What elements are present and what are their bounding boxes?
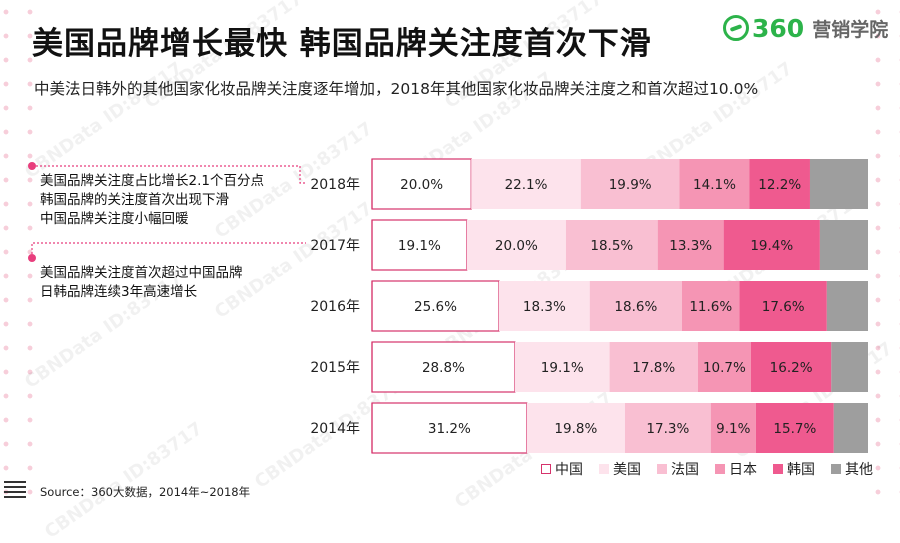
bar-segment-法国 xyxy=(565,220,658,270)
brand-logo: 360 营销学院 xyxy=(723,10,888,46)
legend-item-法国: 法国 xyxy=(657,459,699,479)
year-tick-label: 2018年 xyxy=(310,177,360,193)
logo-number: 360 xyxy=(752,13,805,43)
bar-segment-其他 xyxy=(826,281,868,331)
data-label: 17.8% xyxy=(632,360,675,376)
bar-segment-中国 xyxy=(371,341,516,393)
leader-line-2018 xyxy=(32,165,306,184)
year-tick-label: 2014年 xyxy=(310,421,360,437)
bar-segment-其他 xyxy=(819,220,868,270)
legend-item-韩国: 韩国 xyxy=(773,459,815,479)
data-label: 25.6% xyxy=(414,299,457,315)
bar-segment-美国 xyxy=(498,281,590,331)
data-label: 19.8% xyxy=(554,421,597,437)
decorative-dots-left xyxy=(0,0,34,506)
legend-swatch xyxy=(657,464,667,474)
data-label: 13.3% xyxy=(669,238,712,254)
bar-segment-韩国 xyxy=(749,159,810,209)
legend-item-其他: 其他 xyxy=(831,459,873,479)
data-label: 11.6% xyxy=(689,299,732,315)
legend-label: 美国 xyxy=(613,462,641,478)
bar-segment-韩国 xyxy=(739,281,827,331)
data-label: 31.2% xyxy=(428,421,471,437)
menu-icon xyxy=(4,481,26,501)
data-label: 19.1% xyxy=(398,238,441,254)
leader-dot-2018 xyxy=(28,162,36,170)
bar-segment-韩国 xyxy=(755,403,834,453)
data-label: 10.7% xyxy=(703,360,746,376)
data-label: 20.0% xyxy=(495,238,538,254)
bar-segment-韩国 xyxy=(723,220,820,270)
data-label: 14.1% xyxy=(693,177,736,193)
note-line: 中国品牌关注度小幅回暖 xyxy=(40,211,189,227)
note-line: 美国品牌关注度首次超过中国品牌 xyxy=(40,265,243,281)
bar-segment-法国 xyxy=(624,403,711,453)
note-line: 韩国品牌的关注度首次出现下滑 xyxy=(40,192,229,208)
bar-segment-美国 xyxy=(514,342,610,392)
legend-label: 韩国 xyxy=(787,462,815,478)
legend-label: 其他 xyxy=(845,462,873,478)
data-label: 20.0% xyxy=(400,177,443,193)
note-leaders xyxy=(28,162,306,262)
bar-segment-日本 xyxy=(657,220,724,270)
bar-segment-法国 xyxy=(609,342,698,392)
legend-swatch xyxy=(715,464,725,474)
legend-label: 法国 xyxy=(671,462,699,478)
data-label: 19.9% xyxy=(609,177,652,193)
bar-segment-美国 xyxy=(471,159,581,209)
data-label: 18.6% xyxy=(614,299,657,315)
bar-segment-韩国 xyxy=(750,342,832,392)
stacked-bar-chart: 2018年 20.0% 22.1% 19.9% 14.1% 12.2% 2017年 19.1%… xyxy=(310,158,868,454)
legend-swatch xyxy=(773,464,783,474)
bar-segment-法国 xyxy=(589,281,682,331)
logo-text: 营销学院 xyxy=(812,18,889,41)
bar-segment-日本 xyxy=(679,159,750,209)
bar-segment-其他 xyxy=(831,342,868,392)
bar-segment-日本 xyxy=(710,403,756,453)
chart-legend: 中国 美国 法国 日本 韩国 其他 xyxy=(541,459,873,479)
bar-segment-其他 xyxy=(833,403,868,453)
legend-item-美国: 美国 xyxy=(599,459,641,479)
360-logo-icon xyxy=(723,15,749,41)
leader-dot-2017 xyxy=(28,254,36,262)
bar-segment-美国 xyxy=(466,220,566,270)
bar-segment-其他 xyxy=(809,159,868,209)
data-label: 17.6% xyxy=(762,299,805,315)
data-label: 22.1% xyxy=(505,177,548,193)
legend-swatch xyxy=(599,464,609,474)
data-label: 19.1% xyxy=(541,360,584,376)
legend-item-中国: 中国 xyxy=(541,459,583,479)
legend-swatch xyxy=(541,464,551,474)
data-label: 19.4% xyxy=(750,238,793,254)
subtitle: 中美法日韩外的其他国家化妆品牌关注度逐年增加，2018年其他国家化妆品牌关注度之… xyxy=(34,80,759,98)
data-label: 15.7% xyxy=(773,421,816,437)
data-label: 18.5% xyxy=(590,238,633,254)
leader-line-2017 xyxy=(31,242,306,258)
decorative-dots-right xyxy=(866,0,900,506)
data-label: 16.2% xyxy=(770,360,813,376)
data-label: 12.2% xyxy=(758,177,801,193)
legend-swatch xyxy=(831,464,841,474)
year-tick-label: 2016年 xyxy=(310,299,360,315)
note-line: 日韩品牌连续3年高速增长 xyxy=(40,284,198,300)
legend-label: 中国 xyxy=(555,462,583,478)
bar-segment-日本 xyxy=(697,342,751,392)
year-tick-label: 2015年 xyxy=(310,360,360,376)
bar-segment-美国 xyxy=(526,403,625,453)
year-tick-label: 2017年 xyxy=(310,238,360,254)
source-note: Source：360大数据，2014年~2018年 xyxy=(40,485,251,499)
page-title: 美国品牌增长最快 韩国品牌关注度首次下滑 xyxy=(32,26,652,62)
data-label: 17.3% xyxy=(646,421,689,437)
note-block-2017: 美国品牌关注度首次超过中国品牌 日韩品牌连续3年高速增长 xyxy=(40,264,243,302)
bar-segment-日本 xyxy=(682,281,740,331)
data-label: 28.8% xyxy=(422,360,465,376)
legend-label: 日本 xyxy=(729,462,757,478)
bar-segment-法国 xyxy=(580,159,680,209)
data-label: 9.1% xyxy=(716,421,750,437)
note-line: 美国品牌关注度占比增长2.1个百分点 xyxy=(40,173,264,189)
data-label: 18.3% xyxy=(523,299,566,315)
legend-item-日本: 日本 xyxy=(715,459,757,479)
note-block-2018: 美国品牌关注度占比增长2.1个百分点 韩国品牌的关注度首次出现下滑 中国品牌关注… xyxy=(40,172,264,229)
